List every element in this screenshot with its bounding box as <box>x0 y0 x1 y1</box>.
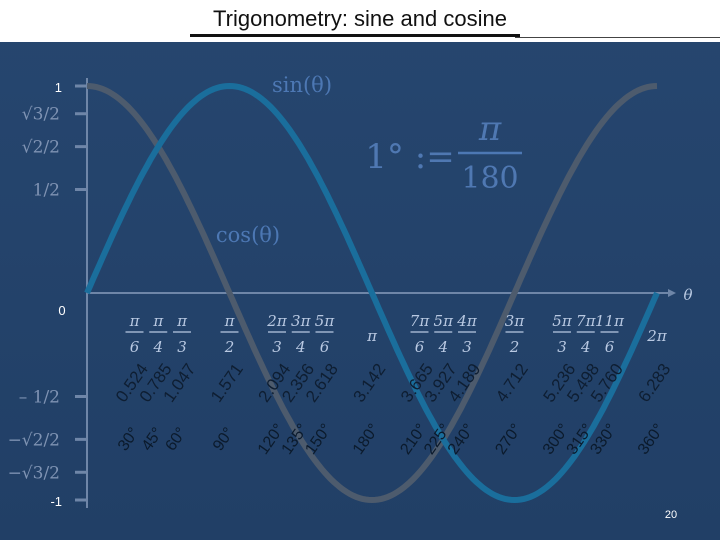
radian-label-denominator: 6 <box>130 338 140 356</box>
y-tick-label: -1 <box>50 494 62 509</box>
radian-label-denominator: 4 <box>152 338 163 356</box>
radian-label-numerator: 5π <box>434 312 455 330</box>
radian-label-numerator: π <box>176 312 188 330</box>
curves-layer <box>84 82 660 504</box>
radian-label-numerator: 7π <box>410 312 431 330</box>
cosine-label: cos(θ) <box>216 223 280 247</box>
decimal-label: 1.571 <box>207 360 247 406</box>
decimal-label: 3.142 <box>350 360 390 406</box>
radian-label-denominator: 4 <box>437 338 448 356</box>
radian-label-denominator: 3 <box>272 338 282 356</box>
page-number: 20 <box>665 509 677 521</box>
y-tick-label: −√2/2 <box>8 430 60 450</box>
y-tick-label: – 1/2 <box>19 388 60 408</box>
radian-label-numerator: 3π <box>291 312 312 330</box>
radian-label-numerator: 2π <box>266 312 288 330</box>
radian-label-numerator: 11π <box>595 312 625 330</box>
y-tick-label: −√3/2 <box>8 463 60 483</box>
origin-label: 0 <box>58 303 65 318</box>
y-tick-label: √2/2 <box>22 138 60 158</box>
decimal-label: 6.283 <box>635 360 675 406</box>
degree-label: 45° <box>139 425 167 455</box>
degree-label: 30° <box>115 425 143 455</box>
degree-label: 120° <box>255 421 288 458</box>
radian-label-denominator: 2 <box>224 338 235 356</box>
definition-denominator: 180 <box>461 161 518 196</box>
radian-label-numerator: 7π <box>576 312 597 330</box>
title-bar: Trigonometry: sine and cosine <box>0 0 720 42</box>
theta-axis-label: θ <box>683 286 692 304</box>
degree-definition: 1° := π 180 <box>365 109 522 196</box>
degree-label: 180° <box>350 421 383 458</box>
title-divider <box>515 37 720 38</box>
cosine-curve <box>86 83 658 504</box>
y-tick-label: 1 <box>55 80 62 95</box>
degree-label: 360° <box>635 421 668 458</box>
radian-label-denominator: 3 <box>557 338 567 356</box>
radian-label-denominator: 4 <box>295 338 306 356</box>
radian-label-denominator: 4 <box>580 338 591 356</box>
grid-layer <box>75 78 676 508</box>
radian-label-denominator: 3 <box>462 338 472 356</box>
radian-label-numerator: π <box>224 312 236 330</box>
radian-label-numerator: π <box>152 312 164 330</box>
definition-numerator: π <box>478 109 502 149</box>
x-axis-arrowhead <box>668 289 676 297</box>
radian-label: π <box>366 327 378 345</box>
radian-label-denominator: 6 <box>320 338 330 356</box>
degree-label: 300° <box>540 421 573 458</box>
radian-label-numerator: 3π <box>505 312 526 330</box>
radian-label-denominator: 6 <box>415 338 425 356</box>
degree-label: 150° <box>302 421 335 458</box>
y-tick-label: √3/2 <box>22 105 60 125</box>
radian-label-numerator: 4π <box>456 312 478 330</box>
radian-label-numerator: 5π <box>552 312 573 330</box>
sine-curve <box>84 82 660 504</box>
radian-label-denominator: 2 <box>509 338 520 356</box>
definition-lhs: 1° := <box>365 137 454 177</box>
decimal-label: 4.712 <box>492 360 532 406</box>
degree-label: 60° <box>162 425 190 455</box>
title-underline <box>190 34 520 37</box>
degree-label: 210° <box>397 421 430 458</box>
y-tick-label: 1/2 <box>33 181 60 201</box>
radian-label-denominator: 6 <box>605 338 615 356</box>
slide-title: Trigonometry: sine and cosine <box>213 6 507 31</box>
radian-label: 2π <box>646 327 668 345</box>
sine-label: sin(θ) <box>272 73 332 97</box>
degree-label: 270° <box>492 421 525 458</box>
radian-label-numerator: 5π <box>315 312 336 330</box>
degree-label: 90° <box>210 425 238 455</box>
radian-label-numerator: π <box>129 312 141 330</box>
radian-label-denominator: 3 <box>177 338 187 356</box>
